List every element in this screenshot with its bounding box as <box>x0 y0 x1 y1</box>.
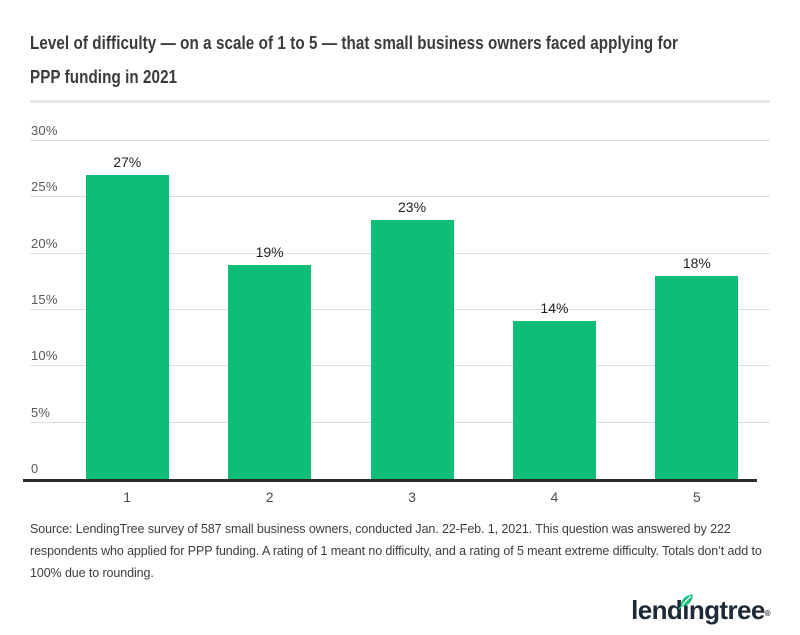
source-note: Source: LendingTree survey of 587 small … <box>30 522 762 580</box>
y-tick-label: 10% <box>31 348 58 364</box>
y-tick-label: 30% <box>31 123 58 138</box>
bar-group-4: 14% <box>483 141 625 479</box>
title-divider <box>30 100 770 103</box>
x-axis-label: 2 <box>265 489 274 505</box>
x-axis-label: 1 <box>123 489 132 505</box>
y-tick-label: 5% <box>31 404 51 420</box>
bar <box>655 276 739 479</box>
bar <box>228 264 312 479</box>
bar-value-label: 23% <box>398 198 427 215</box>
bar <box>85 174 169 479</box>
x-axis-label: 5 <box>692 489 701 505</box>
x-axis-label: 3 <box>408 489 416 505</box>
leaf-icon <box>678 594 693 610</box>
gridline <box>30 140 770 141</box>
bar-value-label: 19% <box>255 243 284 260</box>
bar-value-label: 18% <box>682 255 711 272</box>
chart-title: Level of difficulty — on a scale of 1 to… <box>30 26 768 94</box>
bar-group-2: 19% <box>198 141 340 479</box>
bar-group-3: 23% <box>341 141 483 479</box>
bar-value-label: 14% <box>540 300 569 317</box>
chart-title-line-2: PPP funding in 2021 <box>30 66 178 87</box>
bar-group-5: 18% <box>626 141 768 479</box>
plot-area: 30% 25% 20% 15% 10% 5% 0 27% 19% 23% 14% 18% <box>23 124 770 482</box>
footer-logo-row: lend ıngtree® <box>30 586 771 625</box>
logo-text-pre: lend <box>631 595 683 625</box>
lendingtree-logo: lend ıngtree® <box>631 586 771 625</box>
logo-i-glyph: ı <box>682 595 689 625</box>
gridline <box>30 196 770 198</box>
bar <box>512 321 596 479</box>
bar <box>370 219 454 479</box>
y-tick-label: 25% <box>31 179 58 195</box>
chart-title-line-1: Level of difficulty — on a scale of 1 to… <box>30 32 679 53</box>
logo-text-post: ngtree <box>688 595 765 625</box>
y-tick-label: 0 <box>31 461 39 476</box>
x-axis-label: 4 <box>550 489 559 505</box>
x-axis-line <box>23 479 757 482</box>
logo-i-with-leaf: ı <box>678 594 693 625</box>
bar-value-label: 27% <box>113 153 142 170</box>
y-tick-label: 15% <box>31 292 58 307</box>
bars-layer: 27% 19% 23% 14% 18% <box>30 141 770 479</box>
bar-group-1: 27% <box>56 141 198 479</box>
registered-mark: ® <box>764 609 771 618</box>
x-axis-labels: 1 2 3 4 5 <box>30 482 770 505</box>
y-tick-label: 20% <box>31 235 58 251</box>
